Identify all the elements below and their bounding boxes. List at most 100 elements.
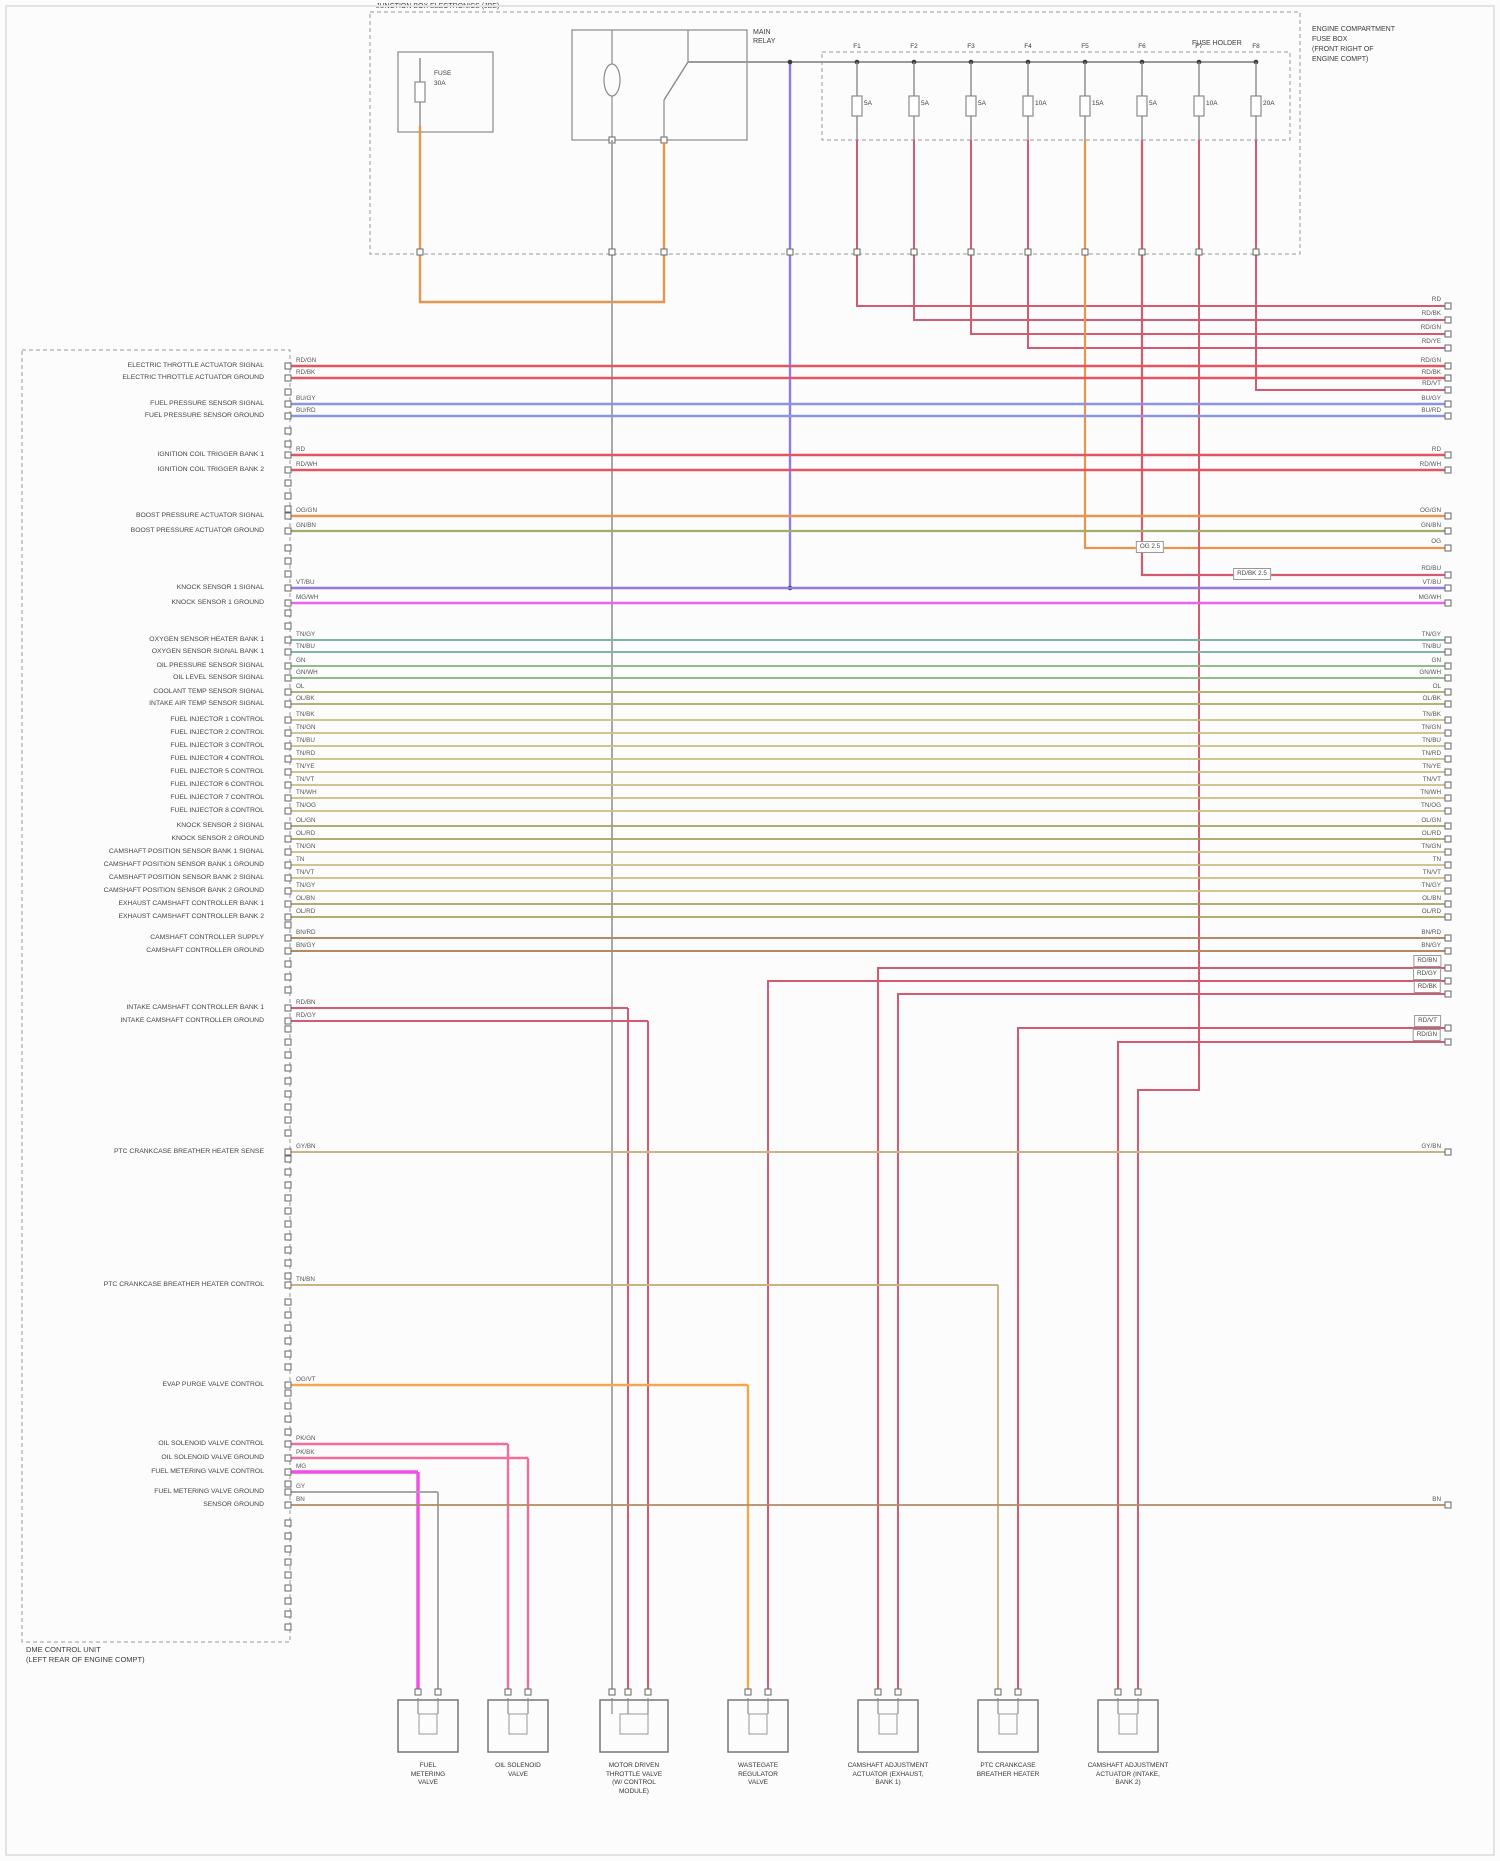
right-pin xyxy=(1444,861,1452,869)
ecm-pin-label: FUEL METERING VALVE GROUND xyxy=(154,1488,264,1495)
component-box xyxy=(1097,1699,1159,1753)
wire-code: RD/BK xyxy=(1413,981,1441,993)
wire-code: BN/GY xyxy=(296,942,316,949)
component-caption: CAMSHAFT ADJUSTMENT xyxy=(1087,1762,1169,1769)
fuse-id: F2 xyxy=(910,43,918,50)
wire-code: TN xyxy=(1432,856,1441,863)
ecm-stub-pin xyxy=(284,388,292,396)
ecm-stub-pin xyxy=(284,1324,292,1332)
relay-switch xyxy=(663,61,689,101)
ecm-stub-pin xyxy=(284,1558,292,1566)
ecm-stub-pin xyxy=(284,1051,292,1059)
fuse-symbol xyxy=(414,81,426,103)
ecm-pin xyxy=(284,400,292,408)
ecm-pin xyxy=(284,512,292,520)
ecm-pin-label: SENSOR GROUND xyxy=(203,1501,264,1508)
ecm-stub-pin xyxy=(284,1129,292,1137)
ecm-pin-label: CAMSHAFT CONTROLLER SUPPLY xyxy=(150,934,264,941)
right-pin xyxy=(1444,302,1452,310)
ecm-stub-pin xyxy=(284,1337,292,1345)
ecm-pin-label: ELECTRIC THROTTLE ACTUATOR SIGNAL xyxy=(127,362,264,369)
junction-fuse-label-1: FUSE xyxy=(434,70,452,77)
ecm-pin xyxy=(284,1440,292,1448)
ecm-stub-pin xyxy=(284,570,292,578)
right-pin xyxy=(1444,700,1452,708)
ecm-pin xyxy=(284,807,292,815)
right-pin xyxy=(1444,716,1452,724)
component-pin xyxy=(608,1688,616,1696)
wire xyxy=(418,126,666,304)
wire-code: RD xyxy=(1431,296,1441,303)
wire-code: RD/WH xyxy=(296,461,318,468)
ecm-stub-pin xyxy=(284,1610,292,1618)
ecm-stub-pin xyxy=(284,1233,292,1241)
ecm-pin-label: FUEL METERING VALVE CONTROL xyxy=(151,1468,264,1475)
right-pin xyxy=(1444,1148,1452,1156)
ecm-pin-label: OIL PRESSURE SENSOR SIGNAL xyxy=(156,662,264,669)
ecm-stub-pin xyxy=(284,1025,292,1033)
ecm-pin-label: INTAKE CAMSHAFT CONTROLLER GROUND xyxy=(120,1017,264,1024)
ecm-pin xyxy=(284,716,292,724)
ecm-stub-pin xyxy=(284,1363,292,1371)
ecm-stub-pin xyxy=(284,1519,292,1527)
junction-dot xyxy=(787,59,793,65)
fusebox-location-line-2: FUSE BOX xyxy=(1312,36,1348,43)
wire-code: TN/BU xyxy=(296,737,315,744)
ecm-stub-pin xyxy=(284,1571,292,1579)
ecm-pin xyxy=(284,835,292,843)
ecm-stub-pin xyxy=(284,479,292,487)
ecm-pin-label: CAMSHAFT POSITION SENSOR BANK 2 SIGNAL xyxy=(108,874,264,881)
ecm-pin-label: CAMSHAFT POSITION SENSOR BANK 1 SIGNAL xyxy=(108,848,264,855)
wire-code: TN/BN xyxy=(296,1276,315,1283)
relay-box xyxy=(571,29,748,141)
wire-code: OG/VT xyxy=(296,1376,316,1383)
ecm-pin-label: BOOST PRESSURE ACTUATOR SIGNAL xyxy=(135,512,264,519)
wire-code: RD/GN xyxy=(1412,1029,1441,1041)
ecm-pin xyxy=(284,861,292,869)
ecm-pin xyxy=(284,1381,292,1389)
ecm-stub-pin xyxy=(284,1402,292,1410)
right-pin xyxy=(1444,729,1452,737)
ecm-stub-pin xyxy=(284,1350,292,1358)
ecm-stub-pin xyxy=(284,440,292,448)
ecm-pin-label: FUEL INJECTOR 2 CONTROL xyxy=(170,729,264,736)
ecm-pin-label: IGNITION COIL TRIGGER BANK 1 xyxy=(157,451,264,458)
right-pin xyxy=(1444,636,1452,644)
wire-code: TN/VT xyxy=(1422,776,1441,783)
wire-code: TN/BU xyxy=(1422,737,1441,744)
ecm-stub-pin xyxy=(284,1207,292,1215)
ecm-pin-label: EXHAUST CAMSHAFT CONTROLLER BANK 2 xyxy=(118,913,264,920)
right-pin xyxy=(1444,400,1452,408)
component-caption: THROTTLE VALVE xyxy=(605,1770,663,1778)
wire-code: OL/RD xyxy=(1421,908,1441,915)
ecm-stub-pin xyxy=(284,1220,292,1228)
component-caption: ACTUATOR (EXHAUST, xyxy=(852,1770,924,1778)
component-pin xyxy=(624,1688,632,1696)
ecm-pin xyxy=(284,648,292,656)
component-caption: PTC CRANKCASE xyxy=(980,1762,1036,1769)
wire xyxy=(897,993,1448,1692)
wire xyxy=(1083,140,1448,550)
box-edge-pin xyxy=(967,248,975,256)
fuse-amp: 5A xyxy=(1149,100,1157,107)
ecm-stub-pin xyxy=(284,986,292,994)
wire-code: PK/BK xyxy=(296,1449,315,1456)
ecm-stub-pin xyxy=(284,960,292,968)
wire-code: PK/GN xyxy=(296,1435,316,1442)
ecm-pin-label: OXYGEN SENSOR SIGNAL BANK 1 xyxy=(151,648,264,655)
right-pin xyxy=(1444,344,1452,352)
wire-code: TN/GY xyxy=(1421,631,1441,638)
right-pin xyxy=(1444,1501,1452,1509)
ecm-pin-label: KNOCK SENSOR 1 SIGNAL xyxy=(176,584,264,591)
wire-code: OL/BN xyxy=(296,895,315,902)
wire-code: RD/BK xyxy=(1421,369,1441,376)
fuse-holder-outline xyxy=(821,51,1291,141)
wire-code: OL xyxy=(296,683,305,690)
ecm-stub-pin xyxy=(284,1077,292,1085)
ecm-pin-label: COOLANT TEMP SENSOR SIGNAL xyxy=(153,688,264,695)
component-caption: ACTUATOR (INTAKE, xyxy=(1096,1770,1160,1778)
wire-code: GN/WH xyxy=(1419,669,1441,676)
ecm-stub-pin xyxy=(284,1311,292,1319)
